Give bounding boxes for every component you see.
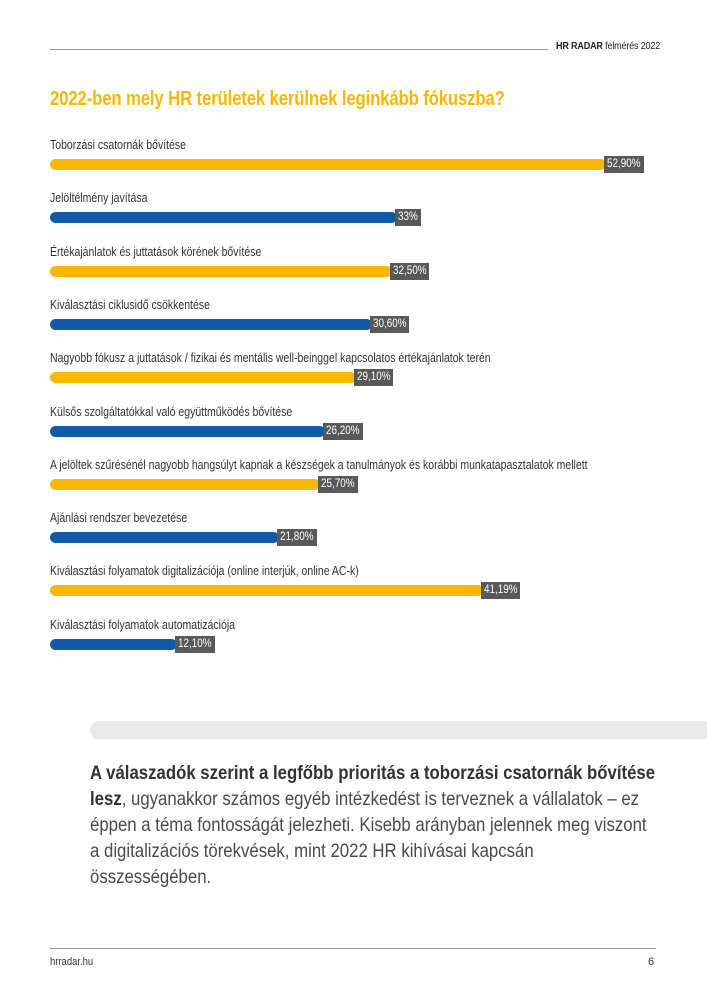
brand-name: HR RADAR bbox=[556, 40, 603, 52]
quote-decoration-bar bbox=[90, 721, 707, 739]
category-label: Toborzási csatornák bővítése bbox=[50, 138, 186, 152]
category-label: A jelöltek szűrésénél nagyobb hangsúlyt … bbox=[50, 457, 588, 472]
value-label: 26,20% bbox=[323, 422, 363, 440]
quote-highlight: A válaszadók szerint a legfőbb prioritás… bbox=[90, 762, 656, 810]
value-label-text: 12,10% bbox=[178, 637, 212, 650]
value-label: 29,10% bbox=[353, 369, 394, 387]
value-label-text: 52,90% bbox=[607, 158, 641, 170]
bar bbox=[50, 159, 606, 170]
header-brand: HR RADAR felmérés 2022 bbox=[556, 40, 660, 52]
value-label: 25,70% bbox=[318, 475, 358, 493]
value-label-text: 33% bbox=[397, 211, 418, 224]
value-label-text: 41,19% bbox=[483, 584, 518, 597]
category-label: Értékajánlatok és juttatások körének bőv… bbox=[50, 244, 262, 259]
value-label-text: 25,70% bbox=[321, 477, 355, 490]
value-label-text: 26,20% bbox=[326, 424, 360, 437]
category-label: Kiválasztási folyamatok automatizációja bbox=[50, 617, 236, 632]
value-label: 30,60% bbox=[369, 315, 410, 333]
value-label: 12,10% bbox=[175, 635, 215, 653]
category-label: Kiválasztási folyamatok digitalizációja … bbox=[50, 564, 359, 579]
chart-title: 2022-ben mely HR területek kerülnek legi… bbox=[50, 88, 505, 110]
value-label: 32,50% bbox=[389, 262, 430, 280]
bar-chart: Toborzási csatornák bővítése 52,90% Jelölt… bbox=[50, 138, 644, 653]
summary-quote: A válaszadók szerint a legfőbb prioritás… bbox=[90, 760, 658, 890]
bar bbox=[50, 532, 280, 544]
footer-divider bbox=[50, 948, 656, 949]
bar bbox=[50, 372, 356, 384]
bar bbox=[50, 585, 483, 597]
category-label: Nagyobb fókusz a juttatások / fizikai és… bbox=[50, 351, 491, 366]
bar bbox=[50, 212, 397, 224]
value-label: 52,90% bbox=[604, 156, 644, 173]
bar bbox=[50, 638, 178, 650]
category-label: Ajánlási rendszer bevezetése bbox=[50, 511, 188, 526]
bar bbox=[50, 425, 326, 437]
bar bbox=[50, 265, 392, 277]
value-label-text: 21,80% bbox=[280, 531, 314, 544]
header-divider bbox=[50, 49, 548, 50]
value-label-text: 32,50% bbox=[392, 264, 427, 277]
value-label: 33% bbox=[394, 209, 421, 227]
footer-site-link[interactable]: hrradar.hu bbox=[50, 956, 94, 968]
bar bbox=[50, 318, 372, 330]
category-label: Kiválasztási ciklusidő csökkentése bbox=[50, 297, 210, 312]
value-label-text: 29,10% bbox=[356, 371, 391, 384]
brand-subtitle: felmérés 2022 bbox=[602, 40, 661, 52]
category-label: Külsős szolgáltatókkal való együttműködé… bbox=[50, 404, 293, 419]
value-label-text: 30,60% bbox=[372, 317, 407, 330]
bar bbox=[50, 478, 321, 490]
value-label: 21,80% bbox=[277, 529, 317, 547]
quote-text: , ugyanakkor számos egyéb intézkedést is… bbox=[90, 788, 647, 888]
category-label: Jelöltélmény javítása bbox=[50, 191, 148, 206]
value-label: 41,19% bbox=[480, 582, 521, 600]
page-number: 6 bbox=[648, 956, 655, 968]
